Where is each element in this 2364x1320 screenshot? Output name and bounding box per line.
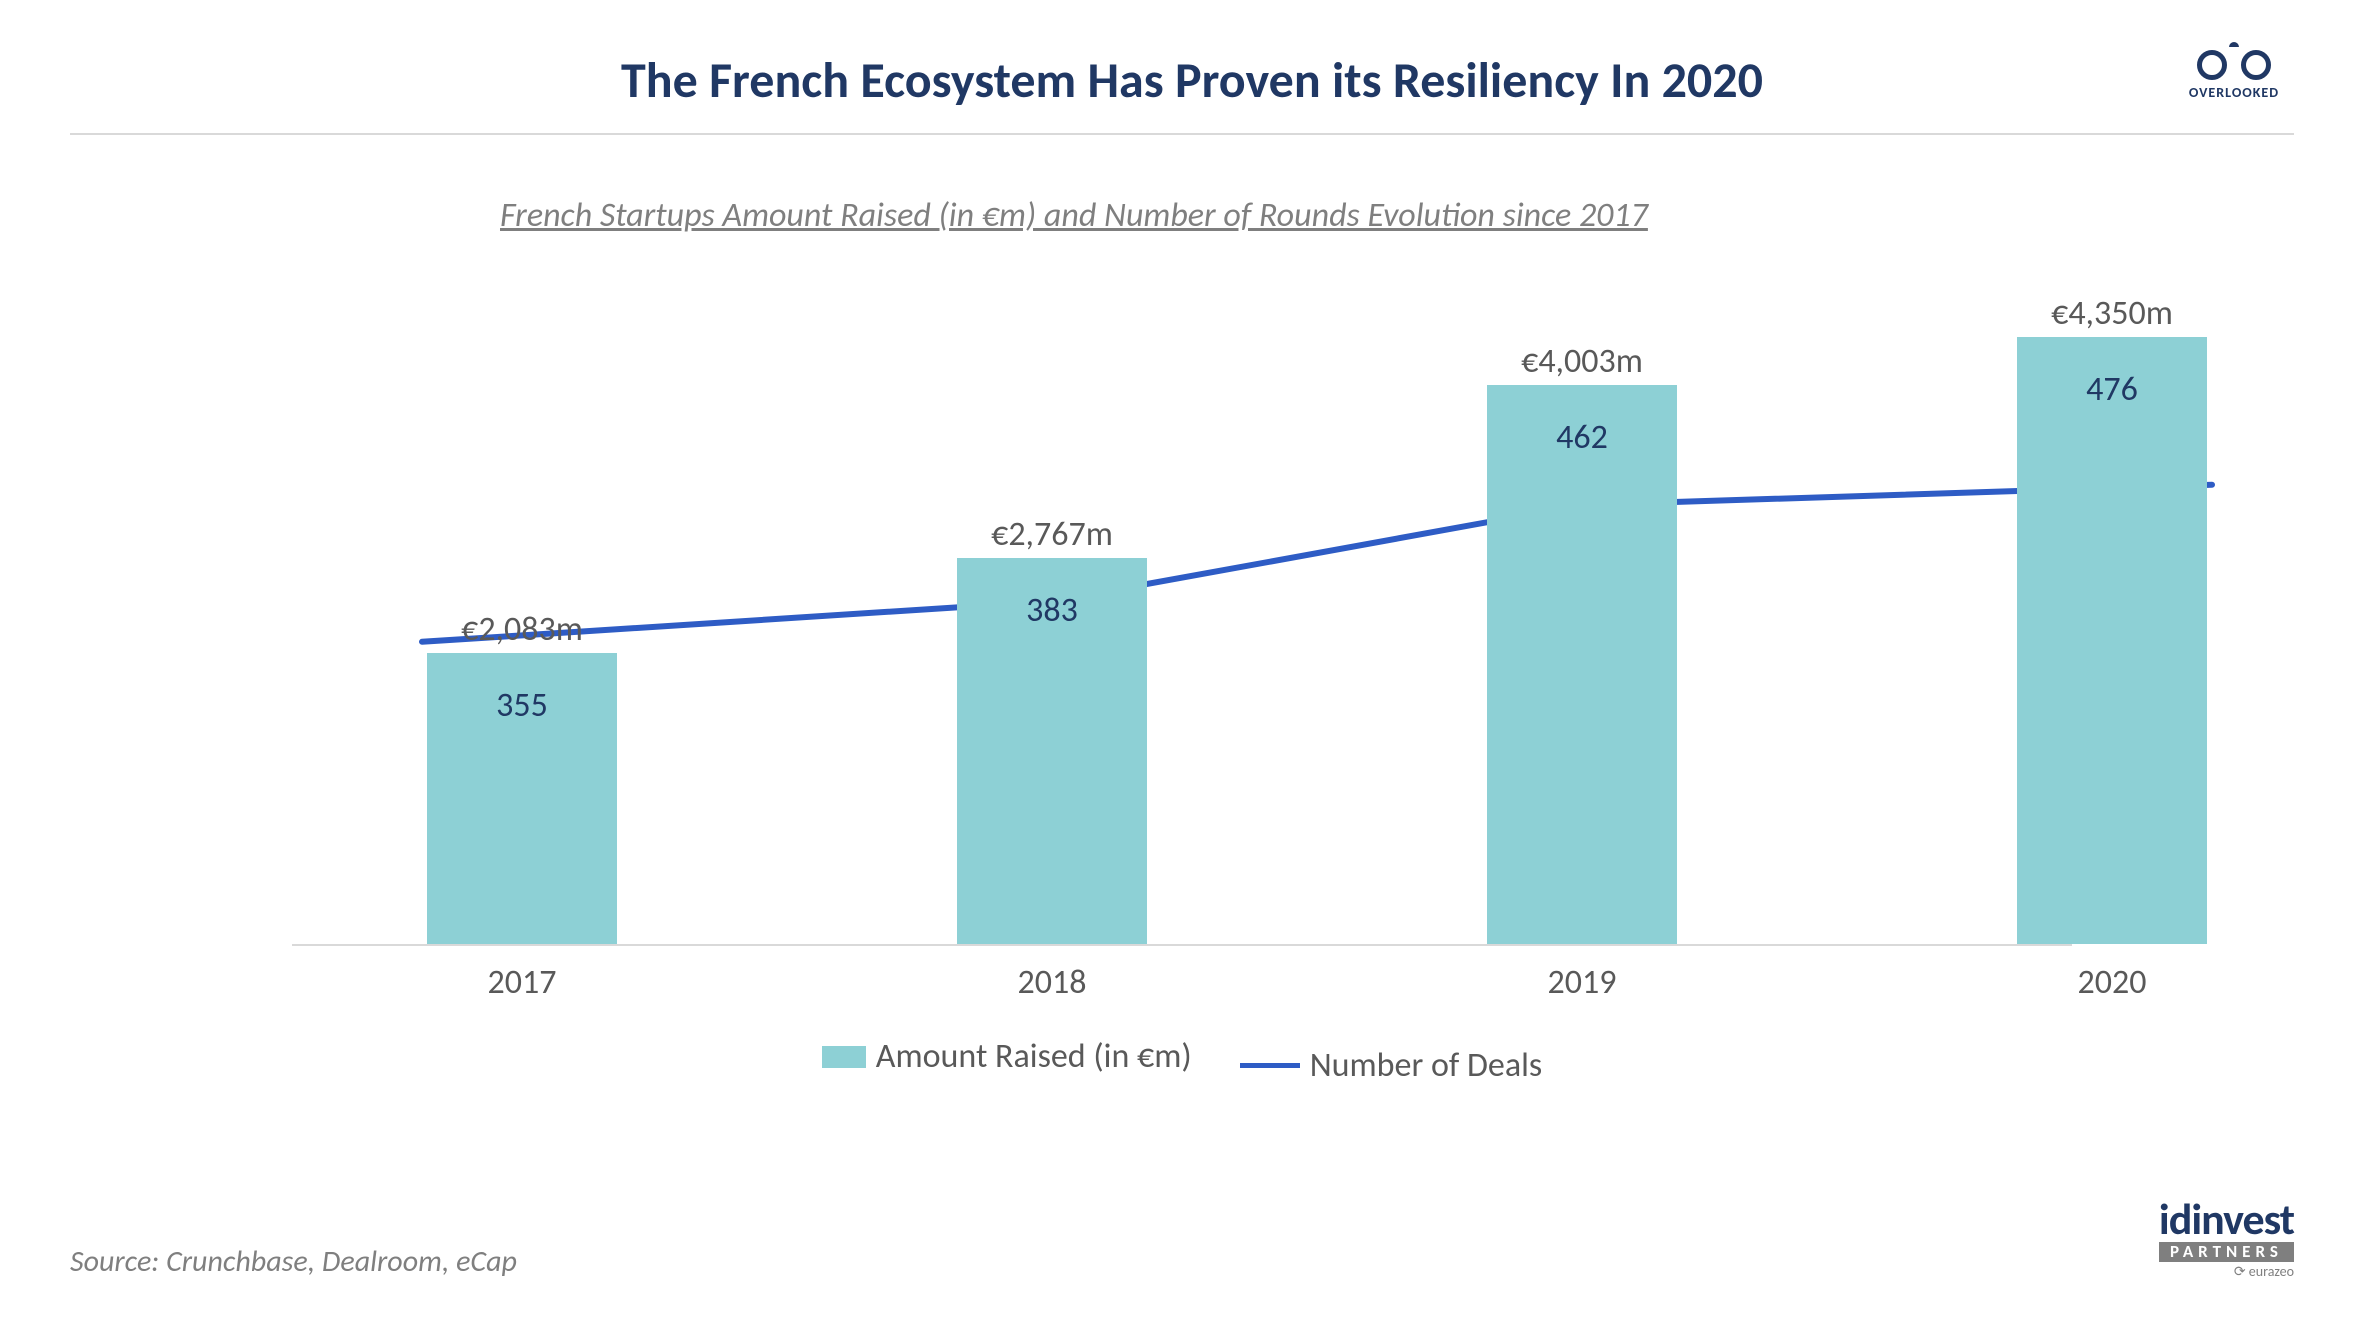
chart-subtitle: French Startups Amount Raised (in €m) an… — [500, 195, 2294, 236]
x-axis-label: 2018 — [957, 962, 1147, 1003]
footer: Source: Crunchbase, Dealroom, eCap idinv… — [70, 1196, 2294, 1280]
deal-count-label: 462 — [1487, 417, 1677, 458]
x-axis-label: 2017 — [427, 962, 617, 1003]
bar: €2,767m383 — [957, 558, 1147, 944]
plot-area: €2,083m355€2,767m383€4,003m462€4,350m476 — [292, 276, 2072, 946]
bar-value-label: €4,003m — [1452, 341, 1712, 382]
chart: €2,083m355€2,767m383€4,003m462€4,350m476… — [292, 276, 2072, 1016]
x-axis: 2017201820192020 — [292, 962, 2072, 1012]
x-axis-label: 2019 — [1487, 962, 1677, 1003]
legend: Amount Raised (in €m) Number of Deals — [292, 1036, 2072, 1086]
bar-fill — [2017, 337, 2207, 944]
header-row: The French Ecosystem Has Proven its Resi… — [70, 50, 2294, 135]
deal-count-label: 476 — [2017, 369, 2207, 410]
legend-swatch-bar-icon — [822, 1046, 866, 1068]
slide-container: The French Ecosystem Has Proven its Resi… — [0, 0, 2364, 1320]
x-axis-label: 2020 — [2017, 962, 2207, 1003]
legend-item: Number of Deals — [1240, 1045, 1543, 1086]
idinvest-logo: idinvest PARTNERS ⟳ eurazeo — [2159, 1196, 2294, 1280]
bar: €4,003m462 — [1487, 385, 1677, 944]
legend-item: Amount Raised (in €m) — [822, 1036, 1192, 1077]
bar-value-label: €2,083m — [392, 609, 652, 650]
overlooked-logo: OVERLOOKED — [2174, 50, 2294, 101]
deal-count-label: 383 — [957, 590, 1147, 631]
page-title: The French Ecosystem Has Proven its Resi… — [70, 50, 2174, 111]
idinvest-logo-sub: PARTNERS — [2159, 1242, 2294, 1262]
legend-label: Amount Raised (in €m) — [876, 1036, 1192, 1077]
bar: €4,350m476 — [2017, 337, 2207, 944]
legend-swatch-line-icon — [1240, 1063, 1300, 1068]
idinvest-logo-brand: idinvest — [2159, 1192, 2294, 1246]
deals-line — [422, 485, 2212, 642]
deal-count-label: 355 — [427, 685, 617, 726]
legend-label: Number of Deals — [1310, 1045, 1543, 1086]
bar-value-label: €4,350m — [1982, 293, 2242, 334]
binoculars-icon — [2174, 50, 2294, 80]
bar: €2,083m355 — [427, 653, 617, 944]
source-text: Source: Crunchbase, Dealroom, eCap — [70, 1243, 517, 1280]
idinvest-logo-tag: ⟳ eurazeo — [2159, 1262, 2294, 1280]
bar-value-label: €2,767m — [922, 514, 1182, 555]
bar-fill — [1487, 385, 1677, 944]
overlooked-logo-label: OVERLOOKED — [2174, 84, 2294, 101]
